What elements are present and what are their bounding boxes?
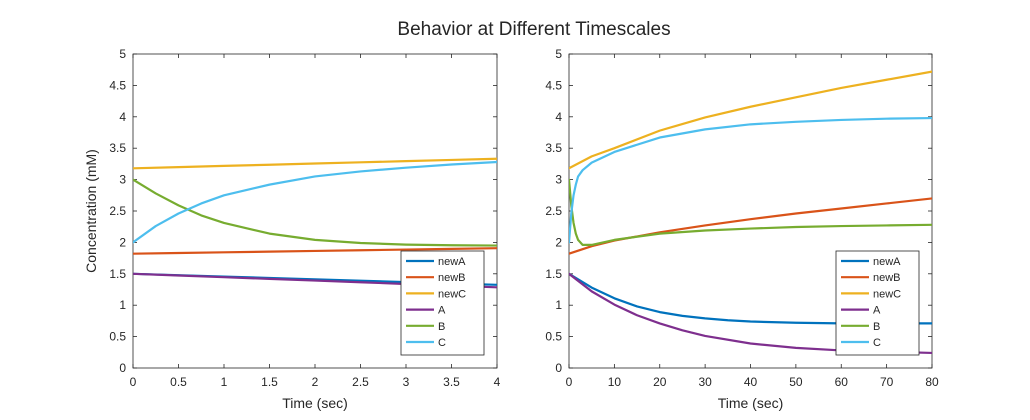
legend-label-B: B — [438, 321, 445, 333]
legend-label-newB: newB — [438, 272, 466, 284]
right-subplot: 0 10 20 30 40 50 60 70 80 0 0.5 1 1.5 2 2.5 3 3.5 4 4.5 5 Ti… — [545, 47, 939, 411]
y-tick-label: 4.5 — [545, 78, 562, 92]
x-tick-label: 3 — [403, 375, 410, 389]
series-line-newC — [133, 157, 497, 170]
y-tick-label: 1 — [119, 298, 126, 312]
y-tick-label: 3 — [555, 173, 562, 187]
x-tick-label: 2 — [312, 375, 319, 389]
legend-box — [835, 250, 920, 356]
x-tick-label: 0 — [566, 375, 573, 389]
legend-label-newB: newB — [873, 272, 901, 284]
y-tick-label: 2 — [555, 235, 562, 249]
legend-label-newC: newC — [873, 288, 901, 300]
series-line-B — [133, 178, 497, 247]
y-tick-label: 1.5 — [545, 267, 562, 281]
x-tick-label: 3.5 — [443, 375, 460, 389]
y-tick-label: 4 — [555, 110, 562, 124]
x-tick-label: 20 — [653, 375, 667, 389]
y-axis-label: Concentration (mM) — [83, 149, 99, 273]
y-tick-label: 0.5 — [109, 330, 126, 344]
x-tick-label: 1.5 — [261, 375, 278, 389]
x-tick-label: 0 — [130, 375, 137, 389]
x-tick-label: 30 — [698, 375, 712, 389]
y-tick-label: 0.5 — [545, 330, 562, 344]
series-line-C — [133, 160, 497, 244]
y-tick-label: 2 — [119, 235, 126, 249]
legend-label-A: A — [873, 305, 881, 317]
legend-label-newA: newA — [873, 256, 901, 268]
y-tick-label: 3.5 — [545, 141, 562, 155]
x-tick-label: 0.5 — [170, 375, 187, 389]
y-tick-label: 4.5 — [109, 78, 126, 92]
y-tick-label: 3 — [119, 173, 126, 187]
x-tick-label: 2.5 — [352, 375, 369, 389]
y-tick-label: 0 — [119, 361, 126, 375]
legend: newA newB newC ABC — [835, 250, 920, 356]
x-tick-label: 10 — [608, 375, 622, 389]
legend-label-newA: newA — [438, 256, 466, 268]
legend-label-newC: newC — [438, 288, 466, 300]
y-tick-label: 0 — [555, 361, 562, 375]
legend-box — [400, 250, 485, 356]
series-line-newB — [133, 247, 497, 255]
x-axis-label: Time (sec) — [718, 395, 784, 411]
series-line-C — [569, 116, 932, 244]
figure-title: Behavior at Different Timescales — [397, 19, 670, 40]
y-tick-label: 1 — [555, 298, 562, 312]
y-tick-label: 1.5 — [109, 267, 126, 281]
legend-label-A: A — [438, 305, 446, 317]
x-tick-label: 50 — [789, 375, 803, 389]
x-axis-label: Time (sec) — [282, 395, 348, 411]
legend: newA newB newC ABC — [400, 250, 485, 356]
x-tick-label: 1 — [221, 375, 228, 389]
x-tick-label: 70 — [880, 375, 894, 389]
y-tick-label: 2.5 — [545, 204, 562, 218]
y-tick-label: 4 — [119, 110, 126, 124]
y-tick-label: 5 — [555, 47, 562, 61]
x-tick-label: 60 — [835, 375, 849, 389]
left-subplot: 0 0.5 1 1.5 2 2.5 3 3.5 4 0 0.5 1 1.5 2 2.5 3 3.5 4 4.5 5 Ti… — [83, 47, 501, 411]
legend-label-B: B — [873, 321, 880, 333]
y-tick-label: 5 — [119, 47, 126, 61]
y-tick-label: 2.5 — [109, 204, 126, 218]
y-tick-label: 3.5 — [109, 141, 126, 155]
x-tick-label: 4 — [494, 375, 501, 389]
legend-label-C: C — [438, 337, 446, 349]
x-tick-label: 80 — [925, 375, 939, 389]
series-line-newC — [569, 70, 932, 170]
series-line-B — [569, 178, 932, 247]
x-tick-label: 40 — [744, 375, 758, 389]
legend-label-C: C — [873, 337, 881, 349]
